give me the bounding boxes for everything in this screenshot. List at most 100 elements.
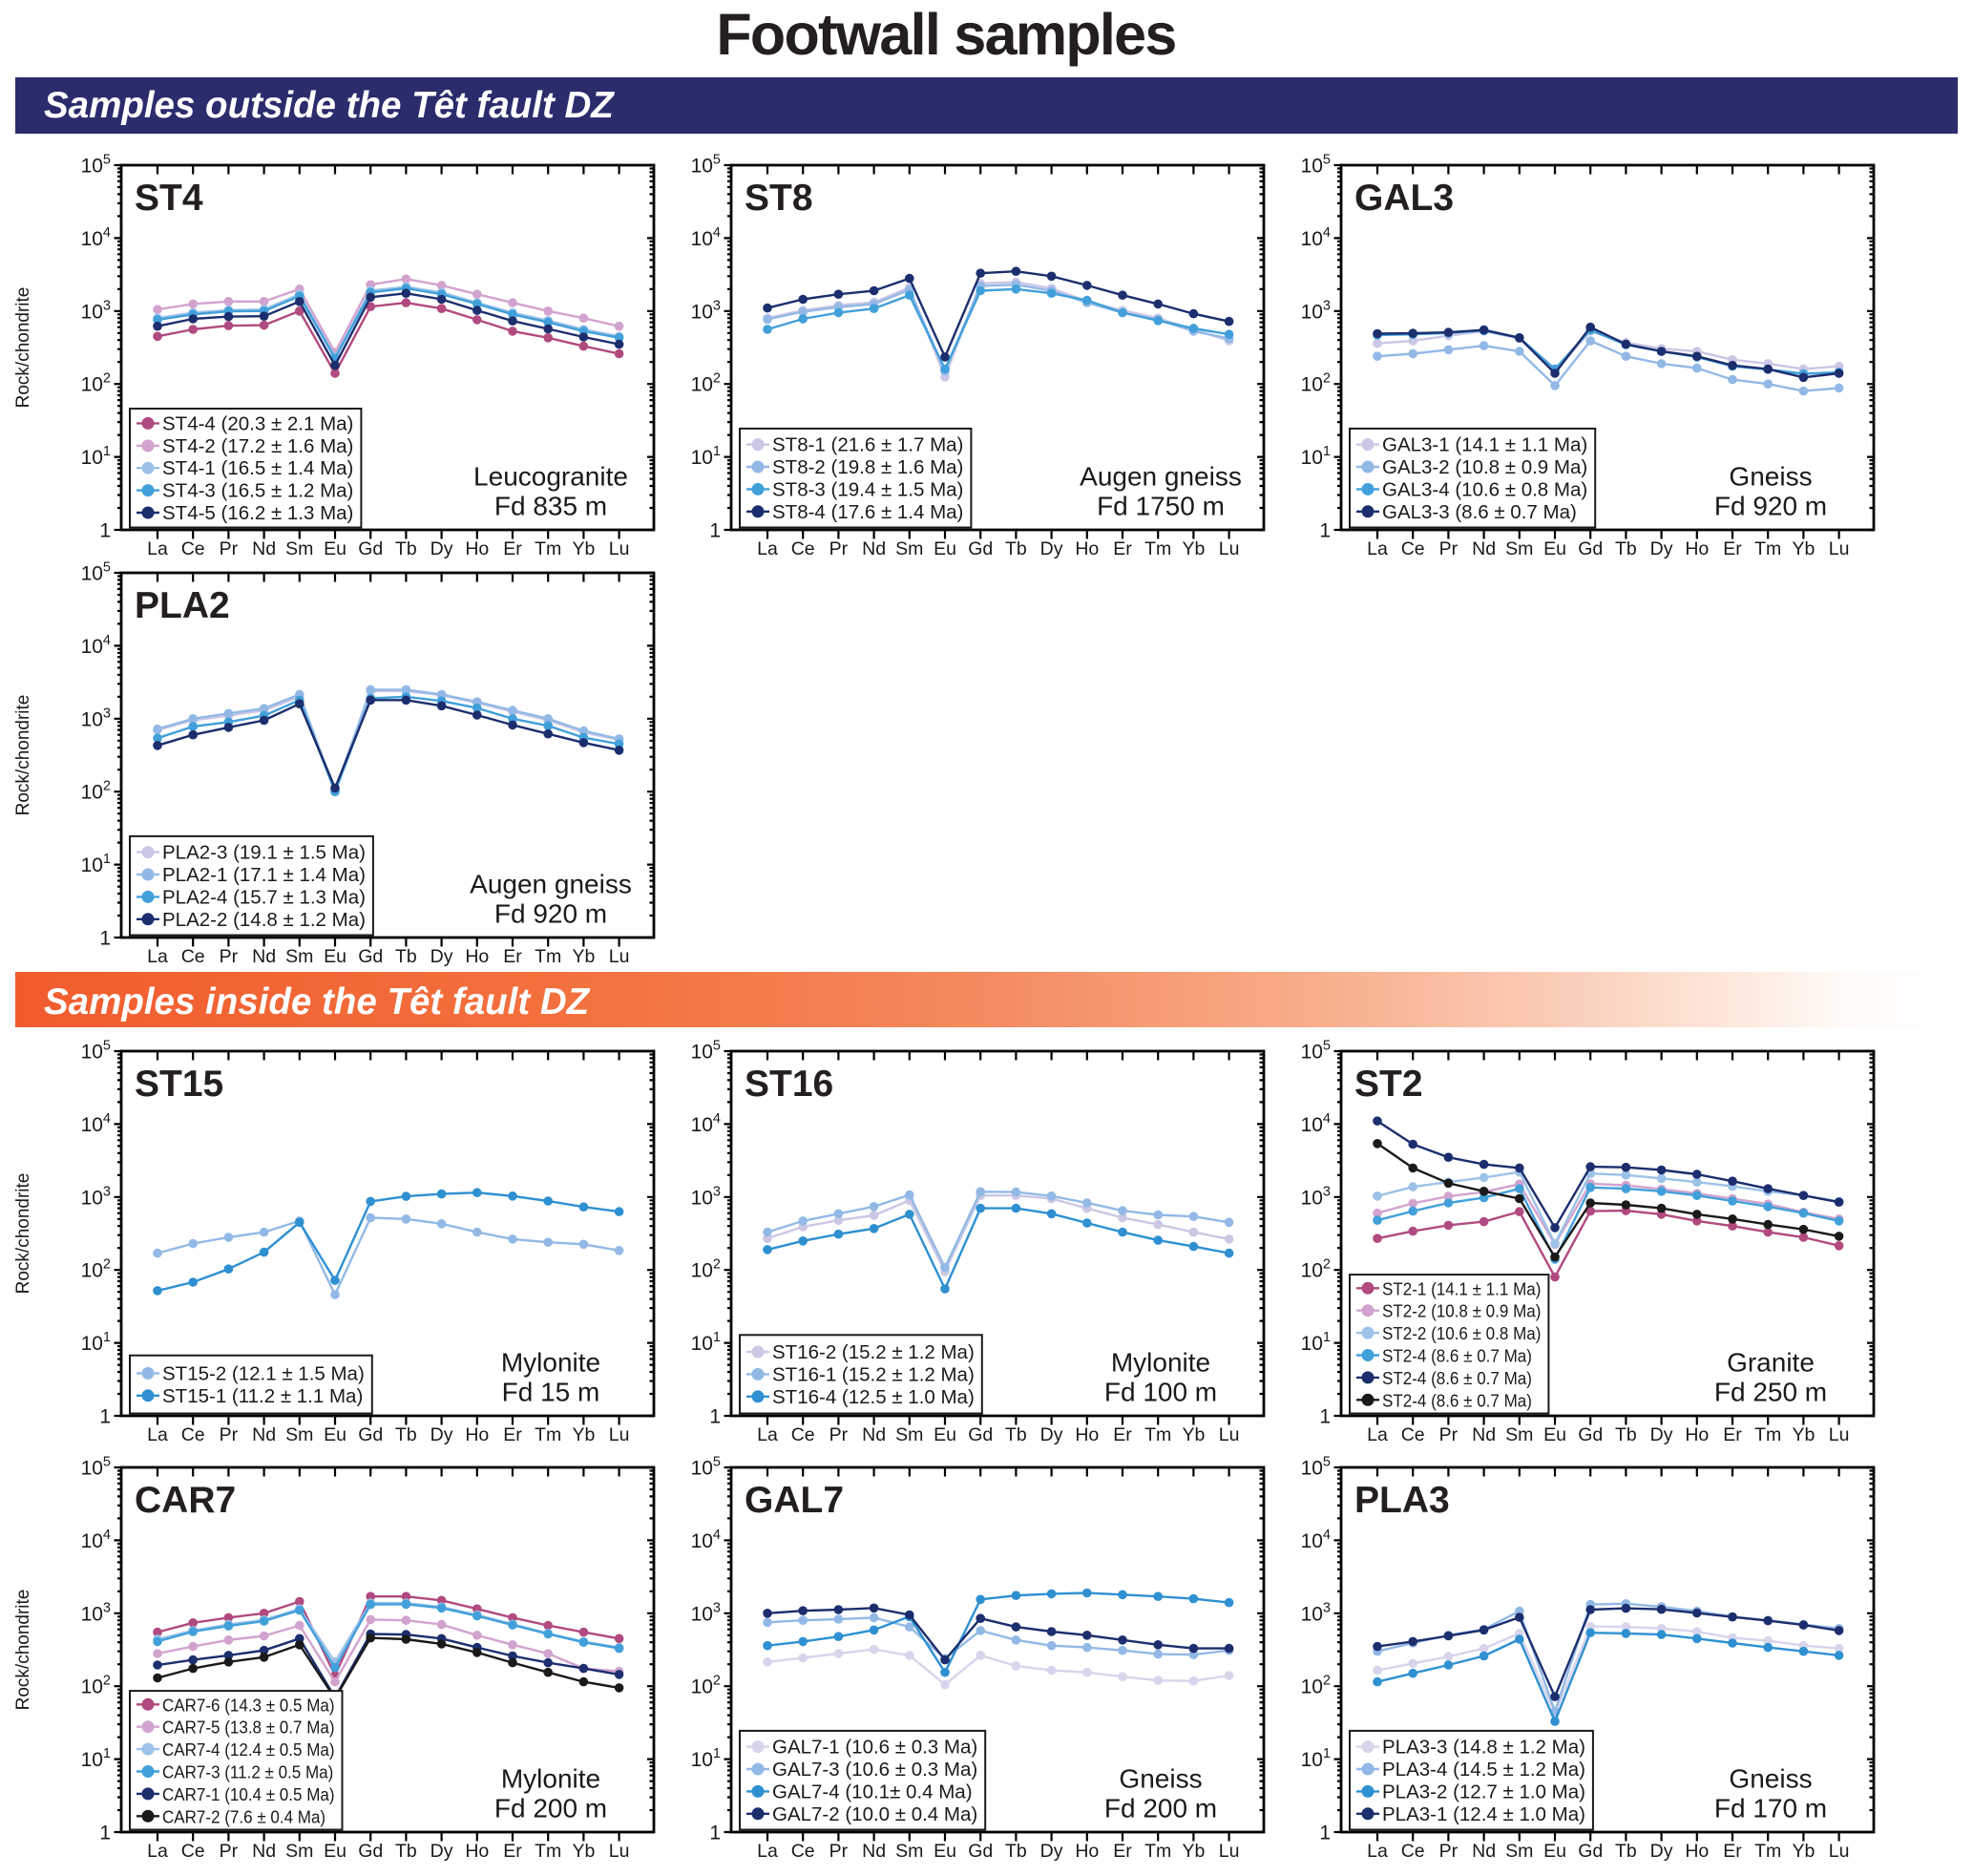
svg-text:Yb: Yb bbox=[1182, 1424, 1205, 1445]
svg-text:Augen gneiss: Augen gneiss bbox=[1080, 462, 1242, 492]
svg-text:Yb: Yb bbox=[572, 946, 595, 967]
svg-text:ST16-1 (15.2 ± 1.2 Ma): ST16-1 (15.2 ± 1.2 Ma) bbox=[772, 1363, 975, 1385]
svg-text:Yb: Yb bbox=[572, 1424, 595, 1445]
svg-text:Sm: Sm bbox=[1505, 1841, 1533, 1862]
svg-text:Nd: Nd bbox=[862, 1841, 886, 1862]
svg-text:La: La bbox=[147, 1841, 168, 1862]
svg-text:Tb: Tb bbox=[395, 1424, 417, 1445]
svg-text:Rock/chondrite: Rock/chondrite bbox=[13, 287, 33, 409]
svg-text:Ce: Ce bbox=[1401, 1841, 1425, 1862]
svg-text:Dy: Dy bbox=[1040, 1424, 1063, 1445]
svg-text:Tm: Tm bbox=[535, 1841, 561, 1862]
svg-text:Yb: Yb bbox=[572, 538, 595, 559]
svg-text:GAL7-4 (10.1± 0.4 Ma): GAL7-4 (10.1± 0.4 Ma) bbox=[772, 1781, 973, 1802]
svg-text:Mylonite: Mylonite bbox=[501, 1348, 600, 1378]
svg-text:Er: Er bbox=[1113, 538, 1132, 559]
svg-text:Nd: Nd bbox=[862, 538, 886, 559]
svg-text:Tb: Tb bbox=[1615, 538, 1637, 559]
svg-text:Sm: Sm bbox=[285, 1841, 313, 1862]
svg-text:103: 103 bbox=[81, 706, 111, 730]
svg-text:ST4: ST4 bbox=[135, 178, 203, 219]
svg-text:Lu: Lu bbox=[1219, 1841, 1240, 1862]
svg-text:ST2-4 (8.6 ± 0.7 Ma): ST2-4 (8.6 ± 0.7 Ma) bbox=[1382, 1346, 1532, 1366]
svg-text:Pr: Pr bbox=[220, 1841, 239, 1862]
svg-text:ST16-2 (15.2 ± 1.2 Ma): ST16-2 (15.2 ± 1.2 Ma) bbox=[772, 1341, 975, 1363]
svg-text:Er: Er bbox=[503, 1841, 522, 1862]
svg-text:Tm: Tm bbox=[535, 538, 561, 559]
svg-text:Ho: Ho bbox=[465, 1841, 489, 1862]
svg-text:Lu: Lu bbox=[1219, 1424, 1240, 1445]
svg-text:Tb: Tb bbox=[1005, 1841, 1027, 1862]
svg-text:ST2-4 (8.6 ± 0.7 Ma): ST2-4 (8.6 ± 0.7 Ma) bbox=[1382, 1390, 1532, 1410]
svg-text:GAL3: GAL3 bbox=[1354, 178, 1454, 219]
svg-text:Ho: Ho bbox=[1075, 538, 1099, 559]
svg-text:105: 105 bbox=[691, 153, 721, 178]
svg-text:Gneiss: Gneiss bbox=[1119, 1764, 1202, 1794]
svg-text:Gd: Gd bbox=[358, 946, 383, 967]
svg-text:ST8-4 (17.6 ± 1.4 Ma): ST8-4 (17.6 ± 1.4 Ma) bbox=[772, 501, 963, 523]
svg-text:Gd: Gd bbox=[1578, 1841, 1603, 1862]
svg-text:Lu: Lu bbox=[1829, 1841, 1850, 1862]
svg-text:PLA3-4 (14.5 ± 1.2 Ma): PLA3-4 (14.5 ± 1.2 Ma) bbox=[1382, 1759, 1585, 1781]
svg-text:ST2-4 (8.6 ± 0.7 Ma): ST2-4 (8.6 ± 0.7 Ma) bbox=[1382, 1368, 1532, 1388]
svg-text:ST4-4 (20.3 ± 2.1 Ma): ST4-4 (20.3 ± 2.1 Ma) bbox=[162, 412, 353, 434]
svg-text:Footwall samples: Footwall samples bbox=[716, 2, 1175, 67]
svg-text:ST4-3 (16.5 ± 1.2 Ma): ST4-3 (16.5 ± 1.2 Ma) bbox=[162, 480, 353, 502]
svg-text:Nd: Nd bbox=[252, 1841, 276, 1862]
svg-text:Dy: Dy bbox=[1040, 1841, 1063, 1862]
svg-text:Er: Er bbox=[1723, 538, 1742, 559]
svg-text:Lu: Lu bbox=[609, 1841, 630, 1862]
svg-text:Ce: Ce bbox=[181, 538, 205, 559]
svg-text:Tm: Tm bbox=[1144, 538, 1171, 559]
svg-text:Pr: Pr bbox=[1439, 1424, 1459, 1445]
svg-text:Gd: Gd bbox=[968, 1424, 993, 1445]
svg-text:CAR7-6 (14.3 ± 0.5 Ma): CAR7-6 (14.3 ± 0.5 Ma) bbox=[162, 1695, 335, 1715]
svg-text:ST8-3 (19.4 ± 1.5 Ma): ST8-3 (19.4 ± 1.5 Ma) bbox=[772, 478, 963, 500]
svg-text:La: La bbox=[147, 946, 168, 967]
svg-text:CAR7-3 (11.2 ± 0.5 Ma): CAR7-3 (11.2 ± 0.5 Ma) bbox=[162, 1762, 333, 1782]
svg-text:Nd: Nd bbox=[1472, 538, 1496, 559]
svg-text:Pr: Pr bbox=[1439, 1841, 1459, 1862]
svg-text:1: 1 bbox=[709, 1406, 721, 1428]
svg-text:1: 1 bbox=[1319, 520, 1331, 542]
svg-text:ST4-1 (16.5 ± 1.4 Ma): ST4-1 (16.5 ± 1.4 Ma) bbox=[162, 457, 353, 479]
svg-text:Pr: Pr bbox=[829, 1841, 849, 1862]
svg-text:Dy: Dy bbox=[430, 946, 453, 967]
svg-text:PLA3: PLA3 bbox=[1354, 1480, 1450, 1521]
svg-text:Leucogranite: Leucogranite bbox=[473, 462, 628, 492]
svg-text:Sm: Sm bbox=[895, 1424, 923, 1445]
svg-text:Tm: Tm bbox=[1754, 1424, 1781, 1445]
svg-text:Gd: Gd bbox=[358, 1841, 383, 1862]
svg-text:CAR7-1 (10.4 ± 0.5 Ma): CAR7-1 (10.4 ± 0.5 Ma) bbox=[162, 1784, 335, 1804]
svg-text:1: 1 bbox=[1319, 1823, 1331, 1844]
svg-text:Tb: Tb bbox=[395, 946, 417, 967]
svg-text:Eu: Eu bbox=[934, 1841, 956, 1862]
svg-text:Er: Er bbox=[1113, 1424, 1132, 1445]
svg-text:Ho: Ho bbox=[465, 1424, 489, 1445]
svg-text:Fd 170 m: Fd 170 m bbox=[1714, 1794, 1827, 1823]
svg-text:ST8-2 (19.8 ± 1.6 Ma): ST8-2 (19.8 ± 1.6 Ma) bbox=[772, 456, 963, 478]
svg-text:PLA2: PLA2 bbox=[135, 585, 230, 626]
svg-text:Eu: Eu bbox=[1543, 538, 1566, 559]
svg-text:Mylonite: Mylonite bbox=[1111, 1348, 1210, 1378]
svg-text:Pr: Pr bbox=[1439, 538, 1459, 559]
svg-text:Tm: Tm bbox=[1754, 1841, 1781, 1862]
svg-text:PLA3-1 (12.4 ± 1.0 Ma): PLA3-1 (12.4 ± 1.0 Ma) bbox=[1382, 1803, 1585, 1825]
svg-text:Fd 920 m: Fd 920 m bbox=[1714, 492, 1827, 521]
svg-text:Eu: Eu bbox=[324, 946, 346, 967]
svg-text:Samples outside the Têt fault: Samples outside the Têt fault DZ bbox=[44, 85, 615, 126]
svg-text:Rock/chondrite: Rock/chondrite bbox=[13, 1173, 33, 1295]
svg-text:Dy: Dy bbox=[1040, 538, 1063, 559]
svg-text:La: La bbox=[147, 1424, 168, 1445]
svg-text:Ho: Ho bbox=[465, 946, 489, 967]
svg-text:CAR7-4 (12.4 ± 0.5 Ma): CAR7-4 (12.4 ± 0.5 Ma) bbox=[162, 1739, 335, 1760]
svg-text:Dy: Dy bbox=[430, 538, 453, 559]
svg-text:ST8-1 (21.6 ± 1.7 Ma): ST8-1 (21.6 ± 1.7 Ma) bbox=[772, 434, 963, 456]
svg-text:La: La bbox=[757, 1424, 778, 1445]
svg-text:Tb: Tb bbox=[1005, 1424, 1027, 1445]
svg-text:GAL3-4 (10.6 ± 0.8 Ma): GAL3-4 (10.6 ± 0.8 Ma) bbox=[1382, 478, 1587, 500]
svg-text:Er: Er bbox=[503, 538, 522, 559]
svg-text:GAL7-1 (10.6 ± 0.3 Ma): GAL7-1 (10.6 ± 0.3 Ma) bbox=[772, 1737, 977, 1759]
svg-text:Ho: Ho bbox=[1685, 538, 1709, 559]
svg-text:Sm: Sm bbox=[285, 946, 313, 967]
